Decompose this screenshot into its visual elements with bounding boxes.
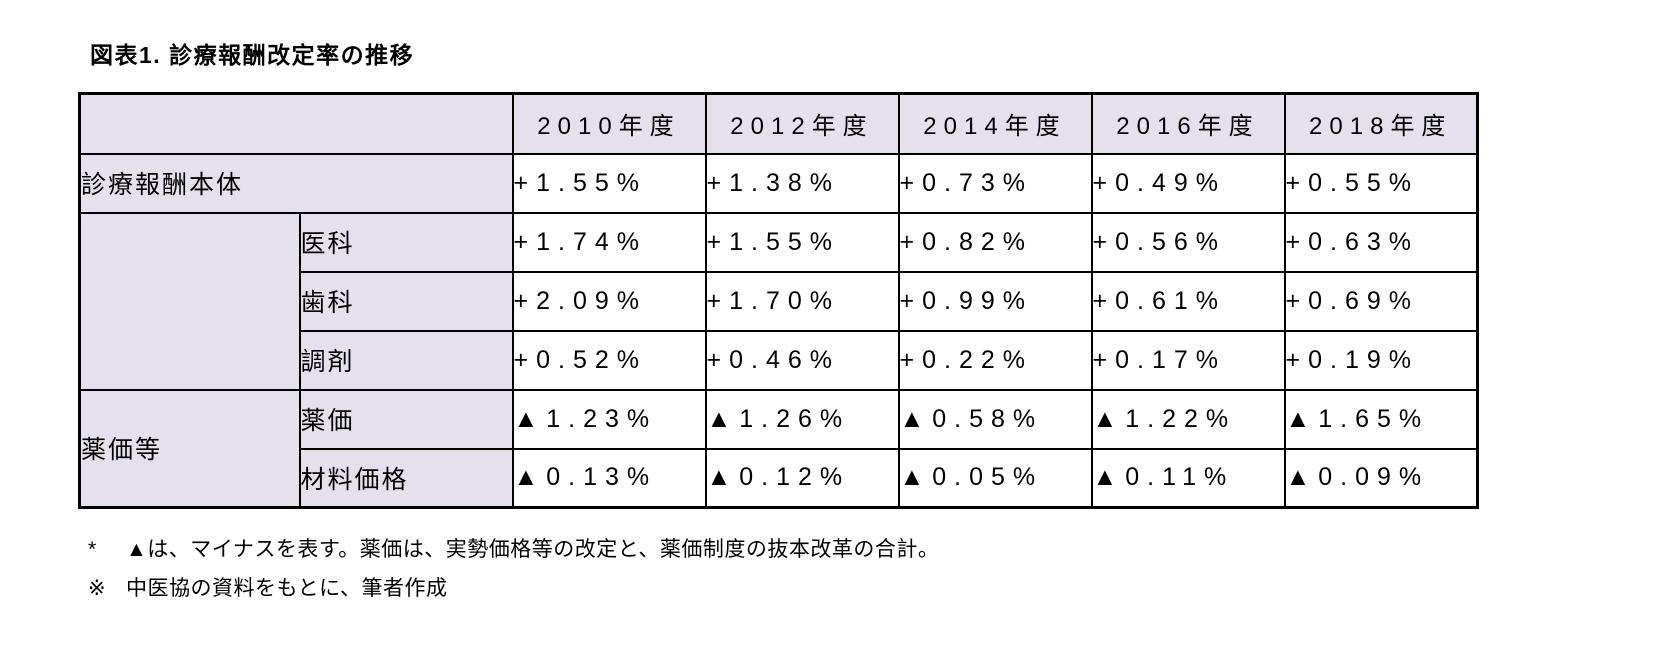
footnotes: * ▲は、マイナスを表す。薬価は、実勢価格等の改定と、薬価制度の抜本改革の合計。…: [88, 535, 1680, 604]
value-cell: +0.17%: [1090, 329, 1286, 391]
group-spacer-cell: [78, 211, 301, 391]
footnote-minus-explanation: * ▲は、マイナスを表す。薬価は、実勢価格等の改定と、薬価制度の抜本改革の合計。: [88, 535, 1680, 565]
value-cell: ▲1.26%: [704, 388, 900, 450]
value-cell: +0.46%: [704, 329, 900, 391]
value-cell: ▲0.05%: [897, 447, 1093, 509]
figure-title: 図表1. 診療報酬改定率の推移: [90, 42, 415, 68]
header-corner-cell: [78, 92, 514, 155]
table-row-zairyo-kakaku: 材料価格 ▲0.13% ▲0.12% ▲0.05% ▲0.11% ▲0.09%: [80, 447, 1479, 509]
row-label-yakka: 薬価: [298, 388, 514, 450]
value-cell: ▲0.09%: [1283, 447, 1479, 509]
footnote-source: ※ 中医協の資料をもとに、筆者作成: [88, 574, 1680, 604]
row-label-zairyo-kakaku: 材料価格: [298, 447, 514, 509]
value-cell: +0.19%: [1283, 329, 1479, 391]
value-cell: ▲1.23%: [511, 388, 707, 450]
footnote-marker-kome: ※: [88, 577, 107, 600]
year-header-2010: 2010年度: [511, 92, 707, 155]
year-header-2014: 2014年度: [897, 92, 1093, 155]
value-cell: ▲0.12%: [704, 447, 900, 509]
year-header-2012: 2012年度: [704, 92, 900, 155]
value-cell: +2.09%: [511, 270, 707, 332]
table-row-yakka: 薬価等 薬価 ▲1.23% ▲1.26% ▲0.58% ▲1.22% ▲1.65…: [78, 388, 1479, 509]
document-page: 図表1. 診療報酬改定率の推移 2010年度 2012年度 2014年度 201…: [78, 42, 1680, 604]
value-cell: +1.38%: [704, 152, 900, 214]
year-header-2018: 2018年度: [1283, 92, 1479, 155]
footnote-text: ▲は、マイナスを表す。薬価は、実勢価格等の改定と、薬価制度の抜本改革の合計。: [126, 538, 940, 561]
value-cell: +0.52%: [511, 329, 707, 391]
value-cell: +0.61%: [1090, 270, 1286, 332]
footnote-marker-asterisk: *: [88, 538, 97, 561]
value-cell: +1.55%: [704, 211, 900, 273]
value-cell: +0.63%: [1283, 211, 1479, 273]
value-cell: +1.70%: [704, 270, 900, 332]
year-header-2016: 2016年度: [1090, 92, 1286, 155]
value-cell: +0.73%: [897, 152, 1093, 214]
revision-rate-table: 2010年度 2012年度 2014年度 2016年度 2018年度 診療報酬本…: [78, 92, 1479, 509]
value-cell: ▲0.11%: [1090, 447, 1286, 509]
value-cell: ▲0.58%: [897, 388, 1093, 450]
value-cell: +0.55%: [1283, 152, 1479, 214]
value-cell: +0.82%: [897, 211, 1093, 273]
footnote-text: 中医協の資料をもとに、筆者作成: [126, 577, 448, 600]
value-cell: +0.49%: [1090, 152, 1286, 214]
table-row-shika: 歯科 +2.09% +1.70% +0.99% +0.61% +0.69%: [80, 270, 1479, 332]
row-label-chozai: 調剤: [298, 329, 514, 391]
value-cell: ▲0.13%: [511, 447, 707, 509]
table-row-chozai: 調剤 +0.52% +0.46% +0.22% +0.17% +0.19%: [80, 329, 1479, 391]
group-label-yakkato: 薬価等: [78, 388, 301, 509]
table-row-ika: 医科 +1.74% +1.55% +0.82% +0.56% +0.63%: [78, 211, 1479, 391]
value-cell: +0.69%: [1283, 270, 1479, 332]
table-header-row: 2010年度 2012年度 2014年度 2016年度 2018年度: [78, 92, 1479, 155]
row-label-shinryo-hoshu-hontai: 診療報酬本体: [78, 152, 514, 214]
value-cell: ▲1.22%: [1090, 388, 1286, 450]
value-cell: +0.22%: [897, 329, 1093, 391]
value-cell: +1.74%: [511, 211, 707, 273]
value-cell: +0.99%: [897, 270, 1093, 332]
value-cell: +1.55%: [511, 152, 707, 214]
table-row-honntai: 診療報酬本体 +1.55% +1.38% +0.73% +0.49% +0.55…: [78, 152, 1479, 214]
row-label-ika: 医科: [298, 211, 514, 273]
value-cell: +0.56%: [1090, 211, 1286, 273]
value-cell: ▲1.65%: [1283, 388, 1479, 450]
row-label-shika: 歯科: [298, 270, 514, 332]
